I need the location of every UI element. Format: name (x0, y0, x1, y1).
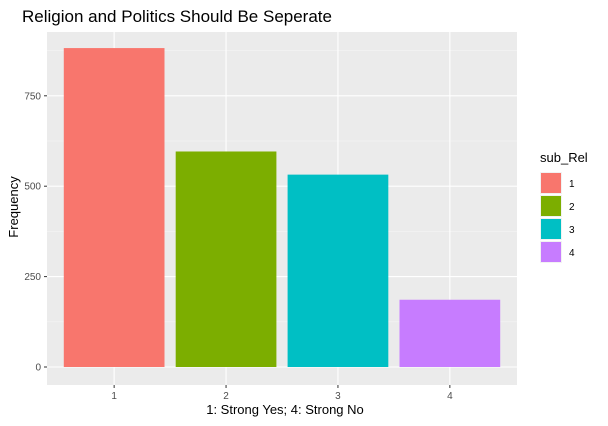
legend-items: 1 2 3 4 (540, 172, 575, 263)
legend: sub_Rel 1 2 3 4 (540, 150, 588, 263)
x-tick-label: 1 (111, 391, 117, 402)
legend-swatch-1 (541, 173, 561, 193)
x-axis-ticks: 1 2 3 4 (111, 385, 453, 402)
x-tick-label: 4 (447, 391, 453, 402)
x-axis-title: 1: Strong Yes; 4: Strong No (206, 402, 364, 417)
y-axis-title: Frequency (6, 176, 21, 238)
x-tick-label: 2 (223, 391, 229, 402)
legend-label-4: 4 (569, 248, 575, 259)
legend-label-1: 1 (569, 179, 575, 190)
legend-label-2: 2 (569, 202, 575, 213)
legend-title: sub_Rel (540, 150, 588, 165)
y-tick-label: 250 (24, 272, 41, 283)
legend-swatch-3 (541, 219, 561, 239)
legend-swatch-4 (541, 242, 561, 262)
legend-label-3: 3 (569, 225, 575, 236)
x-tick-label: 3 (335, 391, 341, 402)
chart-title: Religion and Politics Should Be Seperate (22, 7, 332, 26)
bar-4 (399, 299, 501, 367)
y-tick-label: 750 (24, 91, 41, 102)
y-axis-ticks: 0 250 500 750 (24, 91, 47, 374)
bar-3 (287, 174, 389, 367)
legend-swatch-2 (541, 196, 561, 216)
y-tick-label: 500 (24, 182, 41, 193)
bar-1 (63, 48, 165, 368)
y-tick-label: 0 (35, 363, 41, 374)
bar-2 (175, 151, 277, 367)
bars (63, 48, 501, 368)
